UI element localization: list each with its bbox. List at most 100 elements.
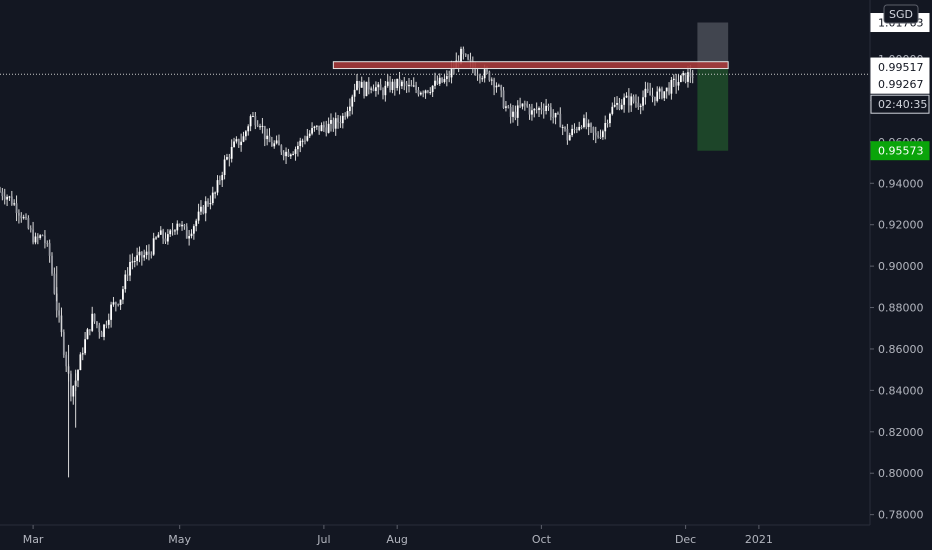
candle-body: [580, 126, 583, 128]
candle-body: [306, 136, 309, 141]
candle-body: [443, 79, 446, 83]
candle-body: [379, 84, 382, 91]
candle-body: [531, 110, 533, 115]
candle-body: [495, 85, 498, 88]
candle-body: [140, 251, 143, 258]
candle-body: [566, 129, 569, 141]
candle-body: [341, 115, 344, 124]
candle-body: [597, 135, 600, 137]
y-tick-label: 0.86000: [878, 343, 924, 356]
candle-body: [263, 125, 266, 140]
candle-body: [505, 106, 507, 108]
candle-body: [583, 118, 585, 128]
candle-body: [25, 217, 27, 219]
candle-body: [549, 107, 552, 117]
candle-body: [188, 236, 191, 239]
candle-body: [117, 304, 120, 306]
candle-body: [77, 370, 79, 381]
candle-body: [294, 149, 297, 154]
candle-body: [230, 146, 233, 159]
candle-body: [370, 88, 373, 90]
candle-body: [594, 132, 597, 136]
candle-body: [296, 145, 299, 150]
candle-body: [70, 373, 72, 397]
candle-body: [675, 78, 678, 86]
candle-body: [6, 196, 8, 200]
candles: [0, 46, 694, 478]
candle-body: [358, 81, 361, 88]
y-tick-label: 0.84000: [878, 384, 924, 397]
candle-body: [623, 97, 626, 105]
candle-body: [427, 90, 429, 93]
candle-body: [396, 78, 399, 89]
x-tick-label: Oct: [532, 533, 552, 546]
y-tick-label: 0.94000: [878, 177, 924, 190]
candle-body: [164, 238, 167, 242]
candle-body: [334, 118, 337, 129]
candle-body: [46, 243, 49, 245]
entry-price-label: 0.99517: [878, 61, 924, 74]
candle-body: [348, 106, 351, 112]
candle-body: [148, 251, 150, 255]
candle-body: [571, 128, 574, 136]
candle-body: [410, 84, 413, 87]
candle-body: [351, 96, 354, 107]
candle-body: [209, 203, 212, 205]
candle-body: [36, 236, 39, 238]
x-tick-label: Jul: [316, 533, 330, 546]
candle-body: [327, 123, 330, 133]
candle-body: [512, 111, 514, 117]
candle-body: [661, 88, 663, 99]
candle-body: [353, 89, 356, 97]
candle-body: [197, 211, 200, 221]
candle-body: [62, 332, 65, 355]
candle-body: [122, 289, 124, 300]
candle-body: [261, 125, 264, 127]
candle-body: [448, 76, 451, 78]
candle-body: [159, 230, 162, 235]
candle-body: [162, 230, 165, 239]
candle-body: [474, 67, 477, 75]
candle-body: [13, 203, 16, 205]
candle-body: [72, 385, 75, 397]
candle-body: [233, 141, 235, 147]
candle-body: [313, 126, 316, 129]
candle-body: [10, 196, 13, 205]
countdown-label: 02:40:35: [878, 98, 927, 111]
candle-body: [346, 111, 349, 117]
candle-body: [166, 234, 169, 242]
candle-body: [204, 201, 207, 214]
target-price-label-box: [870, 141, 930, 161]
candle-body: [374, 87, 377, 92]
candle-body: [55, 293, 58, 311]
candle-body: [131, 261, 134, 263]
candle-body: [107, 319, 110, 325]
y-tick-label: 0.92000: [878, 219, 924, 232]
currency-badge[interactable]: SGD: [883, 4, 919, 24]
y-tick-label: 0.82000: [878, 426, 924, 439]
candle-body: [436, 80, 439, 84]
x-tick-label: 2021: [745, 533, 773, 546]
candle-body: [259, 126, 261, 128]
candle-body: [630, 96, 633, 106]
candle-body: [360, 82, 363, 88]
target-zone: [697, 69, 729, 151]
candle-body: [573, 128, 576, 130]
candle-body: [419, 92, 422, 95]
candle-body: [51, 255, 53, 274]
candle-body: [129, 261, 131, 276]
candle-body: [207, 201, 209, 205]
candle-body: [691, 76, 694, 78]
candle-body: [183, 224, 186, 227]
candle-body: [401, 81, 403, 87]
candle-body: [22, 217, 25, 219]
candle-body: [308, 133, 311, 137]
candle-body: [275, 140, 278, 144]
candle-body: [254, 116, 257, 126]
candle-body: [29, 228, 32, 230]
candle-body: [32, 229, 34, 243]
candle-body: [679, 75, 682, 83]
candle-body: [422, 92, 425, 94]
zone-layer: [697, 22, 729, 151]
